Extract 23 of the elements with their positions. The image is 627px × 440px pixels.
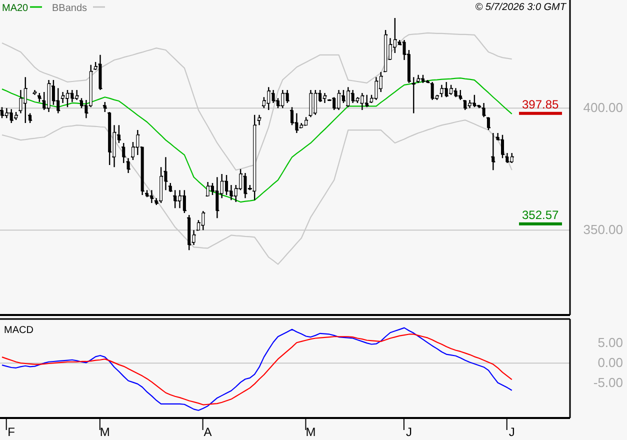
y-tick-label: 350.00 [583, 222, 623, 238]
x-tick-label: M [306, 425, 316, 439]
legend-label: BBands [52, 3, 88, 14]
candlestick [168, 182, 172, 193]
y-tick-label: 5.00 [598, 335, 623, 350]
x-tick-label: J [406, 425, 412, 439]
text: MACD [4, 325, 34, 336]
annotation: © 5/7/2026 3:0 GMT [475, 2, 567, 13]
y-tick-label: 400.00 [583, 100, 623, 116]
y-tick-label: 0.00 [598, 355, 623, 370]
y-tick-label: -5.00 [593, 375, 623, 390]
candlestick [258, 114, 261, 126]
legend-label: MA20 [2, 3, 29, 14]
ref-line-label: 397.85 [522, 97, 560, 112]
candlestick [126, 158, 130, 174]
x-tick-label: F [8, 425, 16, 439]
candlestick [492, 132, 495, 171]
candlestick [122, 142, 126, 164]
x-tick-label: J [508, 425, 515, 439]
x-tick-label: A [204, 425, 212, 439]
ref-line-label: 352.57 [522, 208, 560, 222]
x-tick-label: M [100, 425, 110, 439]
candlestick [482, 102, 486, 118]
